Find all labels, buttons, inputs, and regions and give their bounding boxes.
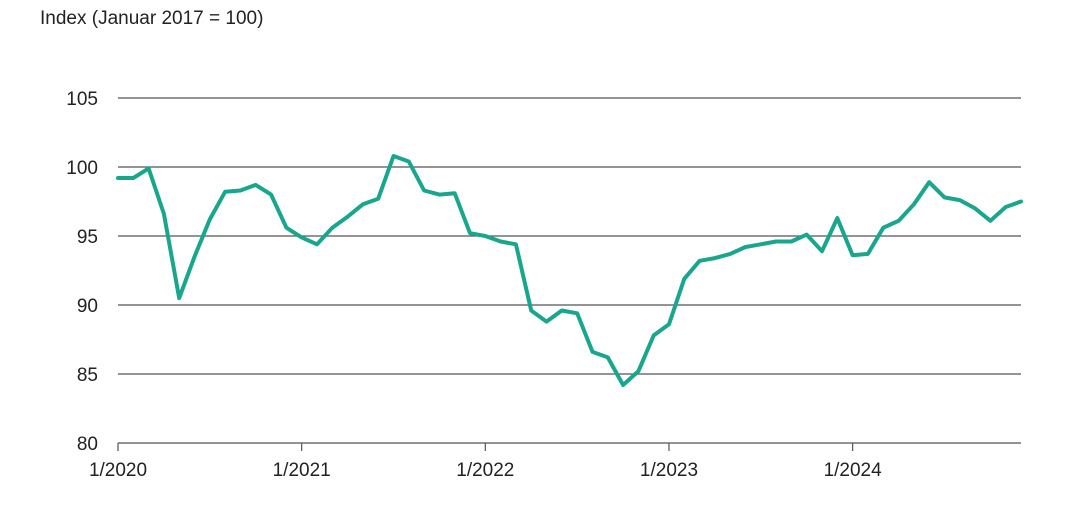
y-tick-labels: 80 85 90 95 100 105 [66,89,98,455]
gridlines [118,97,1021,375]
y-tick-85: 85 [77,365,98,386]
x-tick-1-2022: 1/2022 [456,460,514,481]
y-tick-95: 95 [77,227,98,248]
x-tick-labels: 1/2020 1/2021 1/2022 1/2023 1/2024 [89,460,882,481]
x-tick-1-2020: 1/2020 [89,460,147,481]
series-group [116,154,1023,387]
x-axis [117,442,1021,451]
y-tick-90: 90 [77,296,98,317]
x-tick-1-2024: 1/2024 [824,460,883,481]
x-tick-1-2021: 1/2021 [273,460,331,481]
y-tick-100: 100 [66,158,98,179]
y-tick-105: 105 [66,89,98,110]
y-tick-80: 80 [77,434,98,455]
x-tick-1-2023: 1/2023 [640,460,698,481]
series-line-index [116,154,1023,387]
y-axis-title: Index (Januar 2017 = 100) [40,8,264,29]
